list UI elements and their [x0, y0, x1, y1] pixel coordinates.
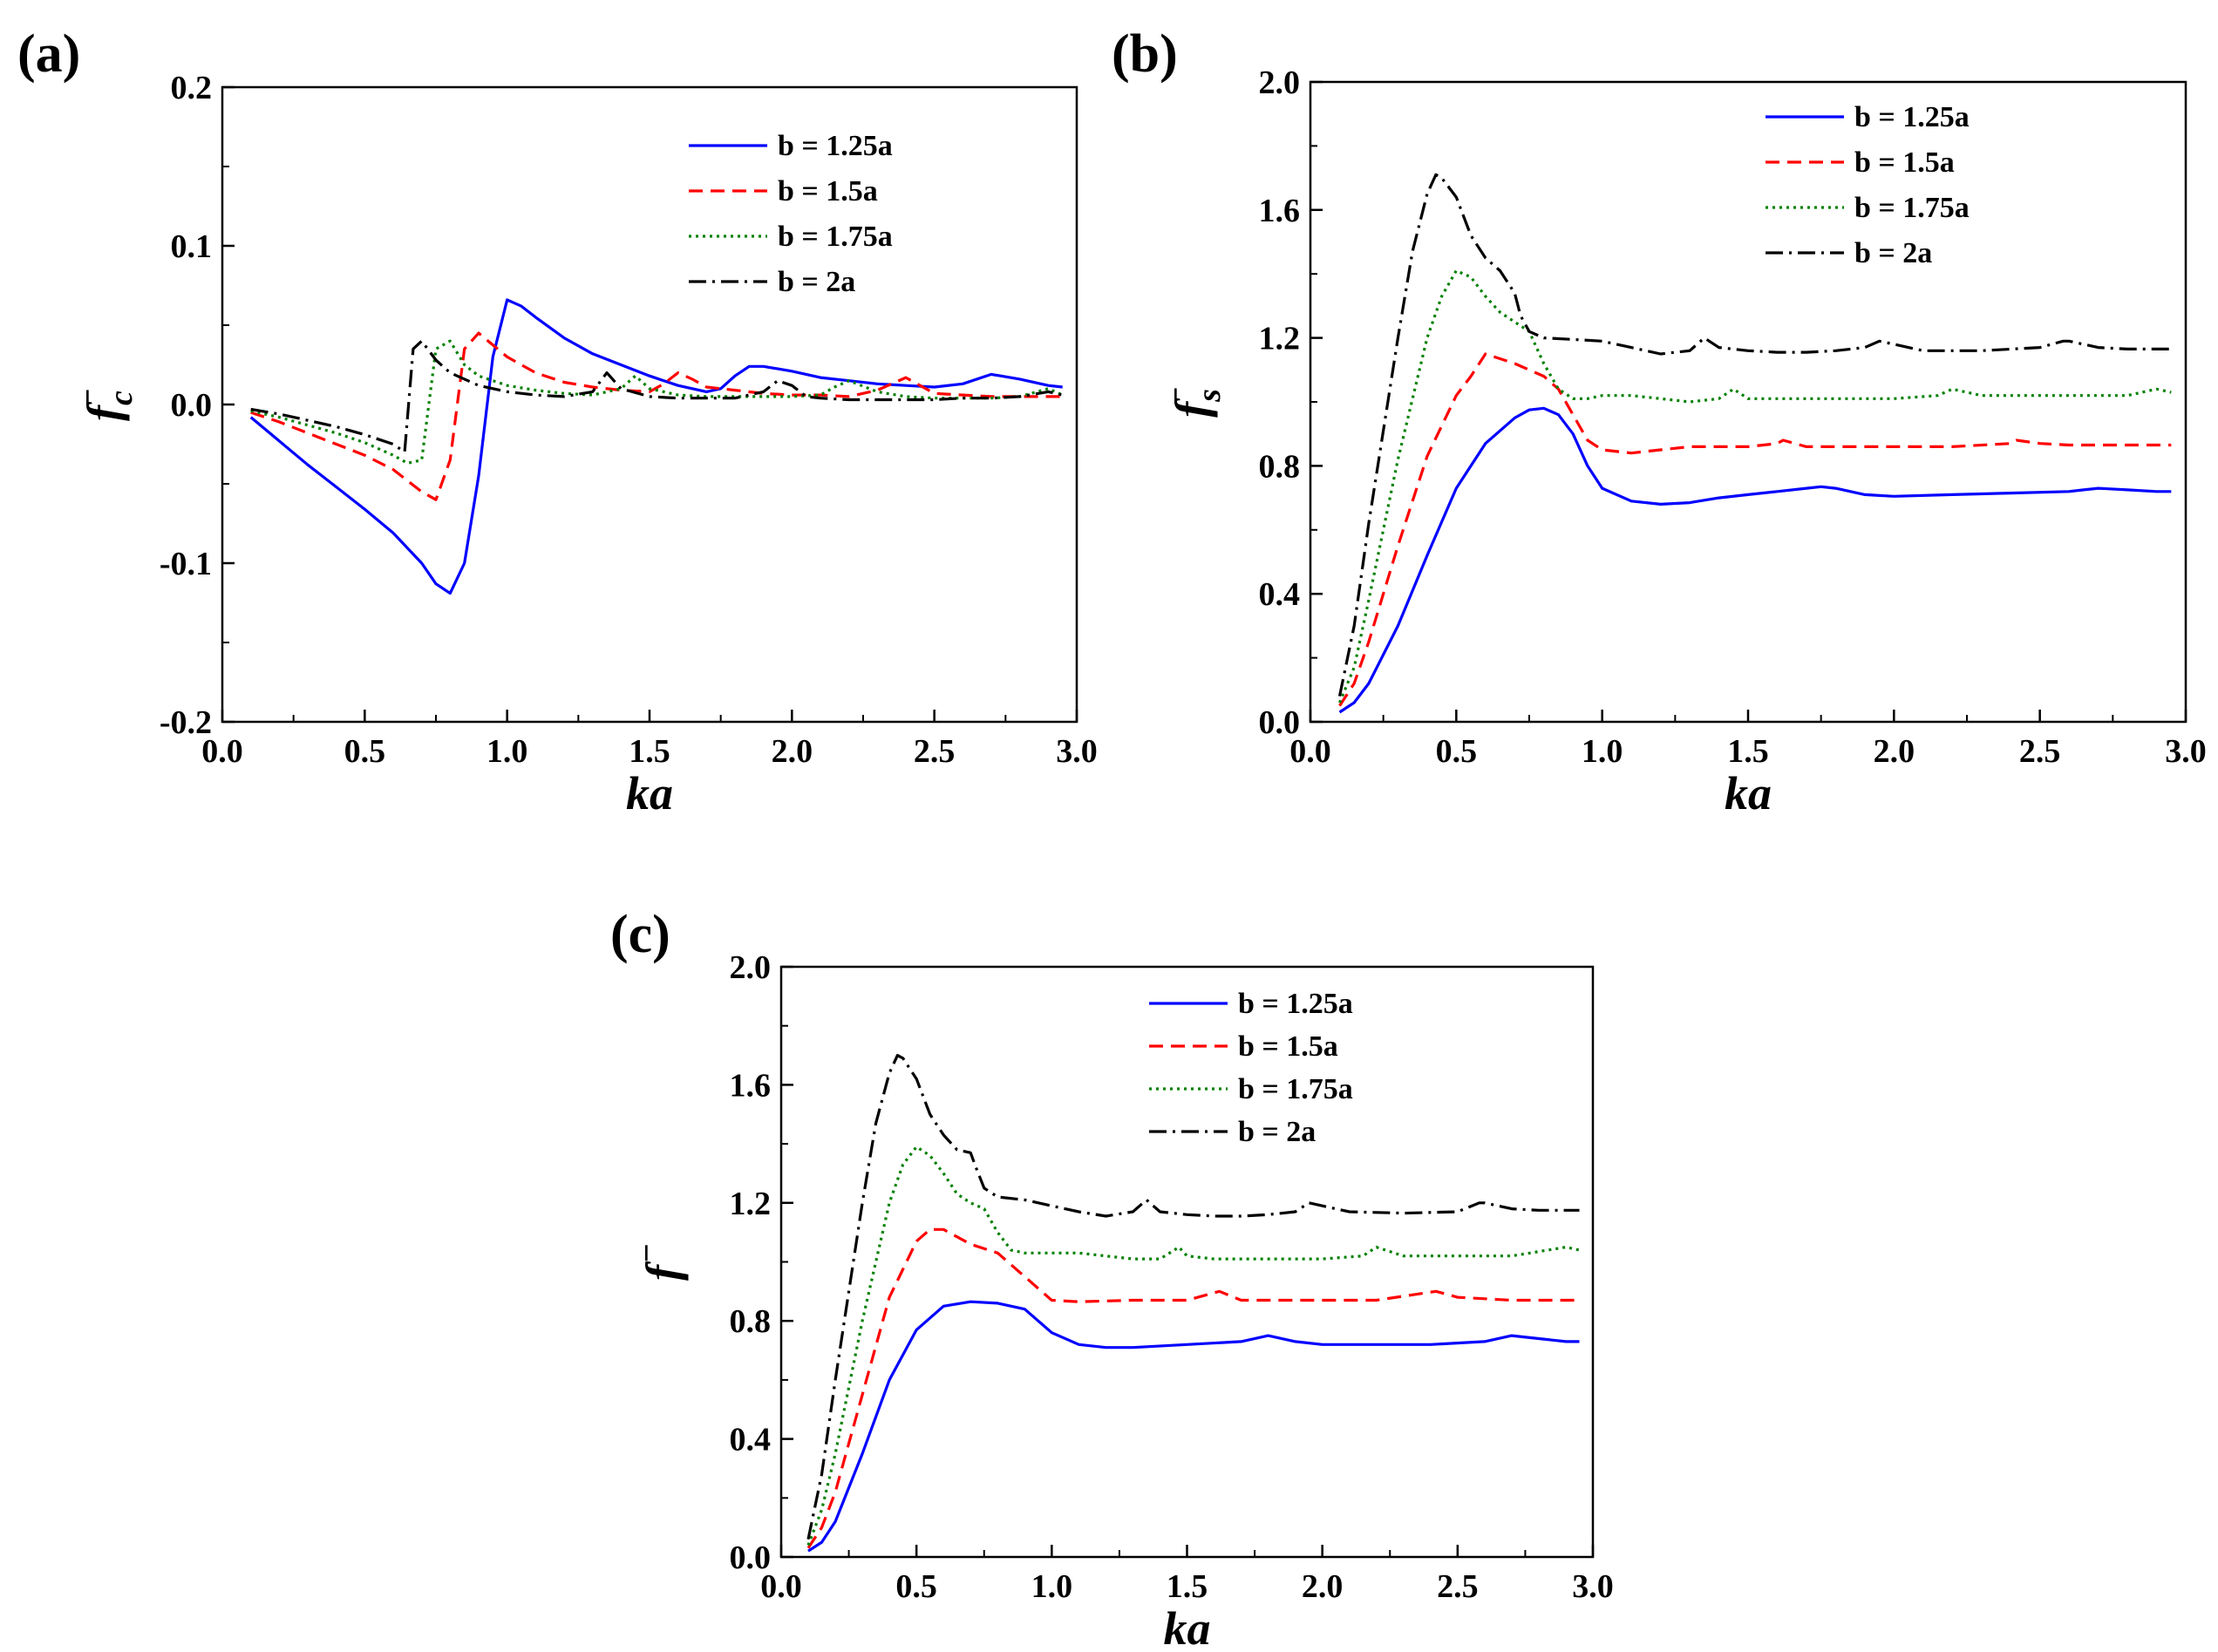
y-tick-label: 0.0	[1259, 704, 1301, 741]
legend-entry: b = 1.25a	[778, 130, 893, 162]
y-tick-label: 0.8	[730, 1303, 772, 1340]
x-tick-label: 3.0	[2165, 733, 2207, 770]
y-axis-title-sub: c	[103, 391, 139, 405]
y-tick-label: 0.4	[1259, 576, 1301, 613]
y-tick-label: 0.1	[171, 228, 213, 265]
x-tick-label: 3.0	[1056, 733, 1098, 770]
x-tick-label: 2.5	[1437, 1568, 1479, 1605]
x-axis-title: ka	[626, 767, 673, 819]
y-tick-label: 0.0	[730, 1540, 772, 1576]
chart-a: (a) 0.0 0.5 1.0 1.5 2.0 2.5 3.0 -0.2 -0.1 0.0 0.1 0.…	[17, 24, 1098, 819]
plot-frame	[779, 965, 1595, 1559]
x-tick-label: 1.0	[1582, 733, 1623, 770]
series-line-1	[1338, 406, 2172, 714]
y-tick-label: 1.6	[730, 1067, 772, 1104]
x-tick-label: 3.0	[1572, 1568, 1614, 1605]
panel-label: (a)	[17, 24, 80, 84]
plot-frame	[221, 85, 1078, 724]
y-tick-label: -0.2	[160, 704, 212, 741]
x-tick-label: 2.0	[1874, 733, 1915, 770]
y-axis-title-sup: −	[629, 1243, 665, 1263]
x-axis-title: ka	[1164, 1602, 1211, 1652]
y-axis-title-main: f	[78, 401, 130, 421]
series-line-4	[250, 339, 1064, 454]
y-tick-label: 2.0	[730, 949, 772, 986]
x-axis-title: ka	[1725, 767, 1772, 819]
series-line-3	[806, 1145, 1580, 1547]
x-tick-label: 1.5	[1727, 733, 1769, 770]
legend: b = 1.25a b = 1.5a b = 1.75a b = 2a	[1149, 988, 1353, 1148]
legend: b = 1.25a b = 1.5a b = 1.75a b = 2a	[689, 130, 893, 298]
series-line-2	[250, 331, 1063, 501]
y-tick-label: 1.2	[730, 1186, 772, 1222]
x-tick-label: 1.5	[1167, 1568, 1208, 1605]
y-axis-title: fc−	[70, 388, 139, 421]
x-tick-label: 2.5	[2019, 733, 2061, 770]
legend-entry: b = 1.75a	[1854, 192, 1970, 224]
y-tick-label: 0.0	[171, 387, 213, 424]
x-tick-label: 1.0	[1031, 1568, 1073, 1605]
legend: b = 1.25a b = 1.5a b = 1.75a b = 2a	[1766, 101, 1970, 269]
series-line-1	[249, 298, 1063, 595]
y-axis-title: fs−	[1158, 386, 1228, 418]
x-tick-label: 2.5	[914, 733, 956, 770]
x-tick-label: 1.5	[629, 733, 670, 770]
legend-entry: b = 1.5a	[778, 175, 878, 207]
y-axis-title-main: f	[636, 1261, 689, 1281]
series-line-1	[807, 1300, 1580, 1553]
x-tick-label: 0.0	[1289, 733, 1331, 770]
series-line-4	[806, 1054, 1580, 1540]
legend-entry: b = 1.5a	[1238, 1030, 1338, 1063]
legend-entry: b = 2a	[1854, 237, 1932, 269]
y-tick-label: 0.8	[1259, 448, 1301, 485]
chart-b: (b) 0.0 0.5 1.0 1.5 2.0 2.5 3.0 0.0 0.4 0.8 1.2 1.6 2…	[1112, 24, 2207, 819]
y-axis-title-sup: −	[1158, 386, 1194, 406]
x-tick-label: 0.0	[201, 733, 243, 770]
y-axis-title-main: f	[1166, 398, 1218, 418]
x-tick-label: 0.5	[1436, 733, 1478, 770]
y-tick-label: 0.2	[171, 70, 213, 106]
y-tick-label: 2.0	[1259, 65, 1301, 101]
panel-label: (b)	[1112, 24, 1178, 84]
y-tick-label: 1.6	[1259, 193, 1301, 229]
series-line-2	[806, 1227, 1580, 1549]
y-axis-title-sup: −	[70, 388, 106, 408]
legend-entry: b = 1.25a	[1238, 988, 1353, 1020]
y-axis-title-sub: s	[1191, 389, 1228, 403]
series-line-3	[1338, 269, 2172, 704]
legend-entry: b = 1.25a	[1854, 101, 1970, 133]
y-axis-title: f−	[629, 1243, 689, 1281]
x-tick-label: 1.0	[486, 733, 528, 770]
y-tick-label: 1.2	[1259, 321, 1301, 357]
legend-entry: b = 2a	[778, 266, 855, 298]
y-tick-label: -0.1	[160, 546, 212, 582]
legend-entry: b = 1.75a	[1238, 1073, 1353, 1105]
series-line-4	[1337, 173, 2172, 697]
series-line-2	[1338, 352, 2172, 707]
chart-c: (c) 0.0 0.5 1.0 1.5 2.0 2.5 3.0 0.0 0.4 0.8 1.2 1.6 2…	[610, 905, 1614, 1652]
plot-frame	[1309, 80, 2187, 724]
x-tick-label: 0.5	[895, 1568, 937, 1605]
legend-entry: b = 1.75a	[778, 221, 893, 253]
panel-label: (c)	[610, 905, 670, 964]
legend-entry: b = 1.5a	[1854, 146, 1955, 179]
x-tick-label: 2.0	[1302, 1568, 1344, 1605]
x-tick-label: 0.0	[760, 1568, 802, 1605]
series-line-3	[250, 339, 1064, 465]
x-tick-label: 2.0	[772, 733, 813, 770]
x-tick-label: 0.5	[344, 733, 386, 770]
y-tick-label: 0.4	[730, 1422, 772, 1458]
legend-entry: b = 2a	[1238, 1116, 1316, 1148]
